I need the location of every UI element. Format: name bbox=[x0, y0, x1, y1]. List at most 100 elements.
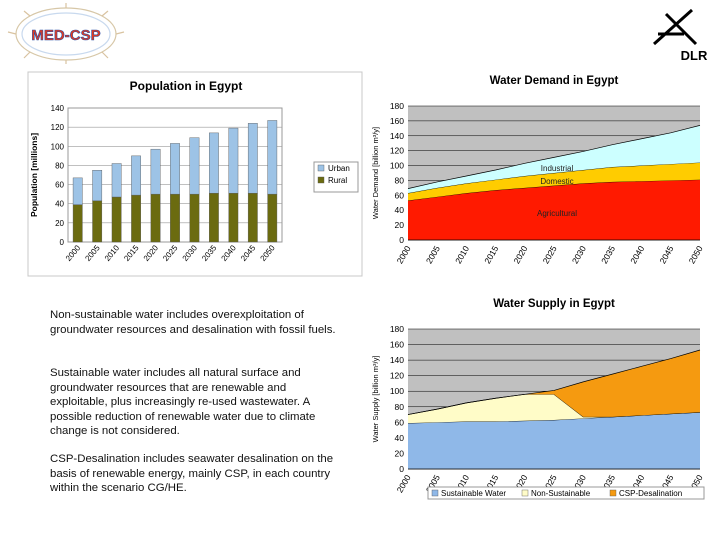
bar-rural bbox=[247, 192, 258, 243]
area-industrial bbox=[408, 125, 700, 194]
y-tick-label: 40 bbox=[55, 200, 64, 209]
note-sustainable: Sustainable water includes all natural s… bbox=[50, 367, 316, 438]
y-tick-label: 120 bbox=[390, 371, 404, 381]
note-non-sustainable: Non-sustainable water includes overexplo… bbox=[50, 309, 336, 336]
dlr-logo-text: DLR bbox=[681, 48, 708, 63]
x-tick-label: 2040 bbox=[628, 244, 646, 266]
bar-urban bbox=[170, 143, 180, 195]
y-tick-label: 180 bbox=[390, 101, 404, 111]
x-tick-label: 2015 bbox=[482, 244, 500, 266]
med-csp-logo: MED-CSP bbox=[7, 3, 125, 64]
series-label-agricultural: Agricultural bbox=[537, 209, 577, 218]
legend-swatch-urban bbox=[317, 164, 325, 172]
y-tick-label: 120 bbox=[390, 146, 404, 156]
bar-urban bbox=[189, 137, 200, 195]
y-axis-label: Population [millions] bbox=[29, 133, 39, 217]
y-tick-label: 140 bbox=[390, 355, 404, 365]
legend-swatch-rural bbox=[317, 176, 325, 184]
x-tick-label: 2025 bbox=[541, 244, 559, 266]
dlr-emblem-icon bbox=[652, 8, 698, 46]
y-tick-label: 40 bbox=[395, 205, 405, 215]
bar-rural bbox=[111, 196, 122, 243]
y-tick-label: 60 bbox=[395, 417, 405, 427]
bar-urban bbox=[150, 148, 161, 195]
bar-urban bbox=[72, 177, 83, 205]
water-demand-chart: Water Demand in Egypt 0 2040 60 80 100 120 140 1… bbox=[371, 75, 705, 266]
bar-rural bbox=[209, 192, 219, 243]
area-csp-desalination bbox=[408, 350, 700, 417]
legend: Sustainable Water Non-Sustainable CSP-Desa… bbox=[427, 486, 705, 500]
series-label-industrial: Industrial bbox=[541, 164, 574, 173]
chart-title: Water Demand in Egypt bbox=[490, 75, 619, 87]
y-tick-label: 180 bbox=[390, 324, 404, 334]
x-tick-label: 2005 bbox=[424, 244, 442, 266]
y-tick-label: 140 bbox=[51, 104, 65, 113]
bar-rural bbox=[92, 200, 103, 243]
y-tick-label: 100 bbox=[390, 386, 404, 396]
med-csp-logo-text: MED-CSP bbox=[31, 27, 100, 44]
legend-label-csp-desalination: CSP-Desalination bbox=[619, 489, 682, 498]
y-axis-label: Water Supply [billion m³/y] bbox=[371, 356, 380, 443]
y-tick-label: 0 bbox=[60, 238, 65, 247]
y-tick-label: 140 bbox=[390, 131, 404, 141]
y-tick-label: 160 bbox=[390, 116, 404, 126]
water-supply-chart: Water Supply in Egypt 0 20 40 60 80 100 120 140 1… bbox=[371, 298, 705, 500]
bar-rural bbox=[131, 194, 141, 243]
x-tick-label: 2010 bbox=[453, 244, 471, 266]
series-line-csp-desalination bbox=[407, 349, 701, 415]
legend-box bbox=[427, 486, 705, 500]
x-tick-label: 2035 bbox=[599, 244, 617, 266]
y-tick-label: 80 bbox=[395, 402, 405, 412]
y-tick-label: 120 bbox=[51, 123, 65, 132]
legend-swatch-csp-desalination bbox=[609, 489, 617, 497]
bar-rural bbox=[267, 193, 278, 243]
y-tick-label: 20 bbox=[395, 448, 405, 458]
y-tick-label: 100 bbox=[390, 161, 404, 171]
x-tick-label: 2020 bbox=[511, 244, 529, 266]
area-sustainable-water bbox=[408, 412, 700, 469]
y-axis-label: Water Demand [billion m³/y] bbox=[371, 127, 380, 219]
x-tick-label: 2000 bbox=[395, 244, 413, 266]
bar-rural bbox=[170, 193, 180, 243]
legend-label-non-sustainable: Non-Sustainable bbox=[531, 489, 591, 498]
bar-rural bbox=[150, 193, 161, 243]
y-tick-label: 0 bbox=[399, 464, 404, 474]
legend: Urban Rural bbox=[313, 161, 359, 193]
area-domestic bbox=[408, 162, 700, 201]
y-tick-label: 60 bbox=[395, 190, 405, 200]
legend-label-urban: Urban bbox=[328, 164, 350, 173]
dlr-logo: DLR bbox=[652, 8, 708, 63]
bar-urban bbox=[247, 123, 258, 194]
note-csp-desalination: CSP-Desalination includes seawater desal… bbox=[50, 453, 334, 495]
x-tick-label: 2030 bbox=[570, 244, 588, 266]
area-agricultural bbox=[408, 179, 700, 240]
x-tick-label: 2050 bbox=[687, 244, 705, 266]
chart-title: Water Supply in Egypt bbox=[493, 298, 615, 310]
x-tick-label: 2045 bbox=[657, 244, 675, 266]
y-tick-label: 100 bbox=[51, 142, 65, 151]
bar-rural bbox=[189, 193, 200, 243]
population-chart: Population in Egypt 0 20 40 60 80 100 120 140 Pop… bbox=[27, 71, 363, 277]
legend-label-rural: Rural bbox=[328, 176, 347, 185]
x-tick-label: 2000 bbox=[395, 473, 413, 495]
y-tick-label: 40 bbox=[395, 433, 405, 443]
bar-urban bbox=[267, 120, 278, 195]
y-tick-label: 20 bbox=[55, 219, 64, 228]
chart-title: Population in Egypt bbox=[130, 79, 243, 93]
bar-rural bbox=[72, 204, 83, 243]
bar-urban bbox=[92, 170, 103, 202]
y-tick-label: 80 bbox=[395, 175, 405, 185]
bar-urban bbox=[228, 127, 239, 194]
bar-urban bbox=[111, 163, 122, 198]
legend-label-sustainable-water: Sustainable Water bbox=[441, 489, 506, 498]
y-tick-label: 160 bbox=[390, 340, 404, 350]
series-label-domestic: Domestic bbox=[540, 177, 573, 186]
bar-rural bbox=[228, 192, 239, 243]
legend-swatch-sustainable-water bbox=[431, 489, 439, 497]
sun-rays-icon bbox=[7, 3, 125, 64]
y-tick-label: 0 bbox=[399, 235, 404, 245]
area-non-sustainable bbox=[408, 394, 700, 424]
series-line-industrial bbox=[407, 125, 701, 189]
bar-urban bbox=[131, 155, 141, 196]
legend-swatch-non-sustainable bbox=[521, 489, 529, 497]
